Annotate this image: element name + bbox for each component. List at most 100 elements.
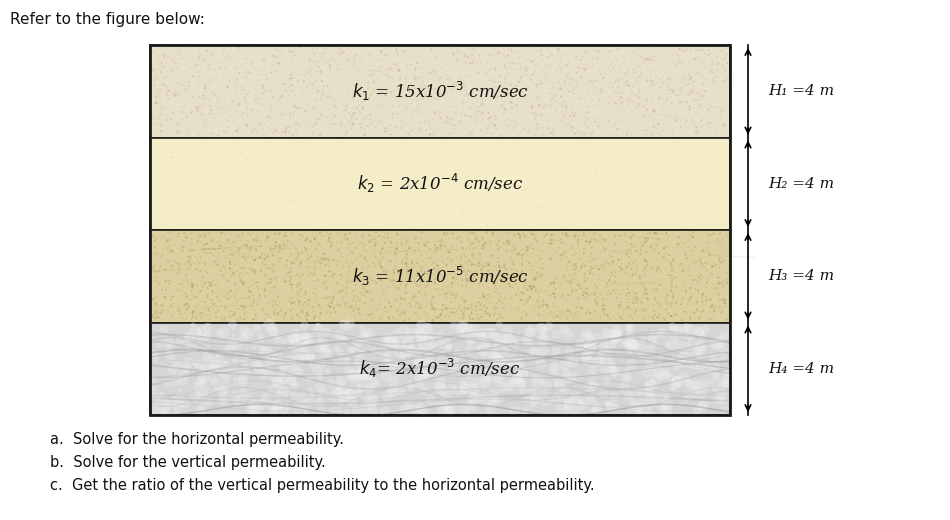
Point: [530, 305, 545, 313]
Point: [257, 271, 273, 279]
Point: [659, 242, 674, 250]
Point: [719, 279, 734, 288]
Point: [647, 311, 662, 319]
Point: [544, 230, 560, 239]
Point: [414, 264, 429, 272]
Point: [494, 101, 509, 109]
Point: [656, 315, 672, 323]
Bar: [150, 45, 730, 415]
Point: [363, 90, 378, 99]
Point: [467, 229, 483, 238]
Point: [380, 267, 395, 276]
Point: [283, 73, 298, 82]
Point: [261, 116, 276, 125]
Point: [257, 119, 273, 127]
Point: [503, 45, 518, 54]
Point: [337, 122, 352, 131]
Point: [293, 259, 308, 268]
Point: [314, 268, 330, 276]
Point: [243, 404, 258, 412]
Point: [187, 125, 202, 134]
Point: [297, 287, 313, 295]
Point: [276, 359, 291, 368]
Point: [373, 215, 389, 223]
Point: [244, 64, 259, 73]
Point: [243, 69, 258, 77]
Point: [584, 237, 599, 245]
Point: [177, 81, 192, 89]
Point: [218, 265, 233, 273]
Point: [687, 212, 702, 220]
Point: [487, 343, 503, 352]
Point: [559, 253, 574, 262]
Point: [591, 47, 606, 55]
Point: [284, 198, 299, 206]
Point: [486, 311, 502, 319]
Point: [528, 277, 543, 285]
Point: [192, 84, 207, 92]
Point: [235, 111, 250, 120]
Point: [278, 309, 294, 317]
Point: [501, 333, 516, 342]
Point: [316, 43, 332, 51]
Point: [631, 51, 646, 59]
Point: [291, 280, 306, 288]
Point: [348, 254, 363, 263]
Point: [271, 55, 286, 63]
Point: [402, 299, 417, 307]
Point: [610, 104, 625, 112]
Point: [231, 187, 246, 195]
Point: [458, 297, 473, 306]
Point: [390, 244, 405, 252]
Point: [552, 99, 567, 108]
Point: [518, 112, 533, 121]
Point: [313, 263, 328, 271]
Point: [332, 74, 347, 83]
Point: [274, 47, 289, 55]
Point: [466, 250, 481, 258]
Point: [671, 240, 686, 249]
Point: [262, 96, 277, 105]
Point: [475, 62, 490, 71]
Point: [481, 309, 496, 317]
Point: [172, 121, 187, 129]
Point: [720, 76, 735, 84]
Point: [457, 51, 472, 60]
Point: [684, 74, 699, 82]
Point: [297, 404, 313, 412]
Point: [478, 378, 493, 386]
Point: [351, 272, 366, 280]
Point: [209, 313, 224, 321]
Point: [369, 56, 384, 64]
Point: [706, 74, 721, 82]
Point: [285, 373, 300, 381]
Point: [561, 258, 577, 267]
Point: [479, 303, 494, 311]
Point: [155, 248, 170, 256]
Point: [301, 301, 316, 309]
Point: [677, 240, 693, 248]
Point: [546, 125, 561, 134]
Point: [534, 79, 549, 87]
Point: [615, 259, 630, 267]
Point: [472, 279, 487, 288]
Point: [720, 367, 735, 375]
Point: [153, 68, 168, 76]
Point: [503, 80, 518, 88]
Point: [493, 276, 508, 284]
Point: [399, 289, 414, 297]
Point: [659, 90, 674, 98]
Point: [600, 53, 616, 61]
Point: [466, 360, 482, 369]
Point: [644, 241, 659, 249]
Point: [210, 293, 225, 301]
Point: [215, 359, 230, 367]
Point: [475, 233, 490, 242]
Point: [364, 276, 379, 284]
Point: [625, 314, 640, 322]
Point: [507, 304, 522, 313]
Point: [298, 107, 314, 115]
Point: [308, 48, 323, 57]
Bar: [150, 230, 730, 322]
Point: [582, 108, 598, 116]
